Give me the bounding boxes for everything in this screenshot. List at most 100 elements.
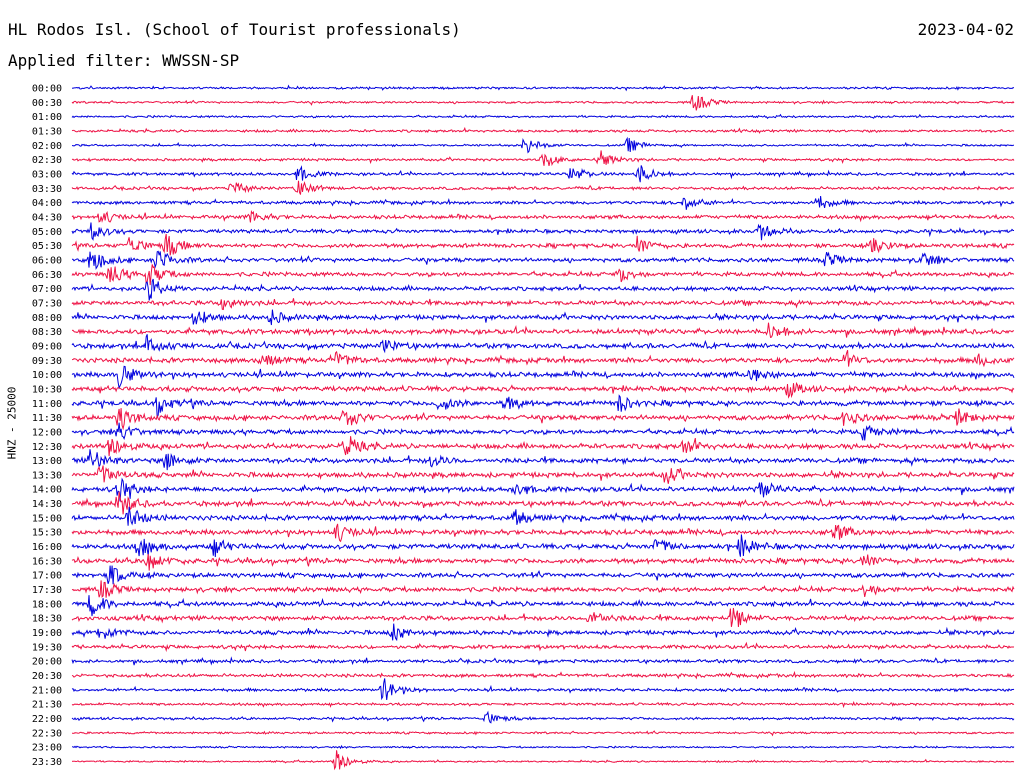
row-time-label: 22:30 <box>32 728 62 739</box>
row-time-label: 15:30 <box>32 528 62 539</box>
seismic-trace <box>71 701 1015 709</box>
row-time-label: 15:00 <box>32 513 62 524</box>
seismic-trace <box>71 678 1015 701</box>
seismic-trace <box>72 136 1015 154</box>
seismic-trace <box>71 422 1015 441</box>
row-time-label: 07:30 <box>32 298 62 309</box>
row-time-label: 11:00 <box>32 399 62 410</box>
row-time-label: 05:00 <box>32 227 62 238</box>
seismic-trace <box>71 381 1015 399</box>
seismic-trace <box>71 209 1015 223</box>
seismic-trace <box>71 349 1015 368</box>
seismic-trace <box>71 565 1015 585</box>
seismic-trace <box>71 534 1015 558</box>
row-time-label: 21:00 <box>32 685 62 696</box>
row-time-label: 20:30 <box>32 671 62 682</box>
row-time-label: 03:30 <box>32 184 62 195</box>
row-time-label: 04:30 <box>32 212 62 223</box>
row-time-label: 09:00 <box>32 341 62 352</box>
seismic-trace <box>71 309 1015 326</box>
seismic-trace <box>71 656 1015 666</box>
seismic-trace <box>71 95 1015 111</box>
row-time-label: 14:00 <box>32 485 62 496</box>
seismic-trace <box>71 623 1015 642</box>
seismic-trace <box>71 84 1015 92</box>
row-time-label: 00:30 <box>32 98 62 109</box>
seismic-trace <box>71 506 1015 526</box>
seismic-trace <box>71 150 1015 167</box>
row-time-label: 02:30 <box>32 155 62 166</box>
row-time-label: 07:00 <box>32 284 62 295</box>
seismic-trace <box>71 744 1015 750</box>
seismic-trace <box>71 449 1015 471</box>
row-time-label: 21:30 <box>32 700 62 711</box>
seismic-trace <box>71 607 1014 628</box>
row-time-label: 06:00 <box>32 255 62 266</box>
seismic-trace <box>71 710 1015 724</box>
seismic-trace <box>71 436 1015 457</box>
seismic-trace <box>71 523 1015 543</box>
seismic-trace <box>72 250 1015 270</box>
seismic-trace <box>71 113 1015 120</box>
seismic-trace <box>71 465 1015 484</box>
row-time-label: 18:30 <box>32 614 62 625</box>
seismic-trace <box>71 365 1015 390</box>
seismic-trace <box>71 394 1015 418</box>
seismic-trace <box>71 264 1015 286</box>
seismic-trace <box>71 222 1014 241</box>
row-time-label: 17:30 <box>32 585 62 596</box>
row-time-label: 10:30 <box>32 384 62 395</box>
seismic-trace <box>71 730 1015 737</box>
row-time-label: 12:00 <box>32 427 62 438</box>
row-time-label: 08:30 <box>32 327 62 338</box>
seismic-trace <box>71 196 1015 210</box>
row-time-label: 16:00 <box>32 542 62 553</box>
row-time-label: 05:30 <box>32 241 62 252</box>
row-time-label: 09:30 <box>32 356 62 367</box>
row-time-label: 00:00 <box>32 84 62 95</box>
row-time-label: 18:00 <box>32 599 62 610</box>
seismic-trace <box>71 641 1015 653</box>
seismic-trace <box>71 477 1015 502</box>
row-time-label: 03:00 <box>32 169 62 180</box>
row-time-label: 13:30 <box>32 470 62 481</box>
station-title: HL Rodos Isl. (School of Tourist profess… <box>8 20 461 39</box>
row-time-label: 12:30 <box>32 442 62 453</box>
row-time-label: 13:00 <box>32 456 62 467</box>
row-time-label: 04:00 <box>32 198 62 209</box>
date-label: 2023-04-02 <box>917 20 1014 39</box>
row-time-label: 16:30 <box>32 556 62 567</box>
row-time-label: 19:00 <box>32 628 62 639</box>
row-time-label: 23:30 <box>32 757 62 768</box>
seismic-trace <box>71 322 1015 339</box>
seismic-trace <box>71 334 1015 354</box>
row-time-label: 19:30 <box>32 642 62 653</box>
seismic-trace <box>71 595 1015 617</box>
row-time-label: 17:00 <box>32 571 62 582</box>
filter-label: Applied filter: WWSSN-SP <box>8 51 240 70</box>
row-time-label: 02:00 <box>32 141 62 152</box>
row-time-label: 23:00 <box>32 743 62 754</box>
row-time-label: 22:00 <box>32 714 62 725</box>
seismic-trace <box>71 126 1015 134</box>
seismic-trace <box>71 298 1015 311</box>
seismic-trace <box>71 554 1015 571</box>
row-time-label: 06:30 <box>32 270 62 281</box>
row-time-label: 20:00 <box>32 657 62 668</box>
seismic-trace <box>71 165 1015 183</box>
seismic-trace <box>71 180 1015 195</box>
seismic-trace <box>71 233 1015 256</box>
row-time-label: 01:30 <box>32 126 62 137</box>
seismic-trace <box>71 580 1015 598</box>
row-time-label: 14:30 <box>32 499 62 510</box>
seismic-trace <box>71 670 1015 680</box>
seismic-trace <box>71 408 1015 431</box>
row-time-label: 10:00 <box>32 370 62 381</box>
row-time-label: 01:00 <box>32 112 62 123</box>
row-time-label: 11:30 <box>32 413 62 424</box>
seismic-trace <box>71 278 1015 301</box>
row-time-label: 08:00 <box>32 313 62 324</box>
seismic-trace <box>71 750 1015 771</box>
seismic-trace <box>71 491 1015 515</box>
